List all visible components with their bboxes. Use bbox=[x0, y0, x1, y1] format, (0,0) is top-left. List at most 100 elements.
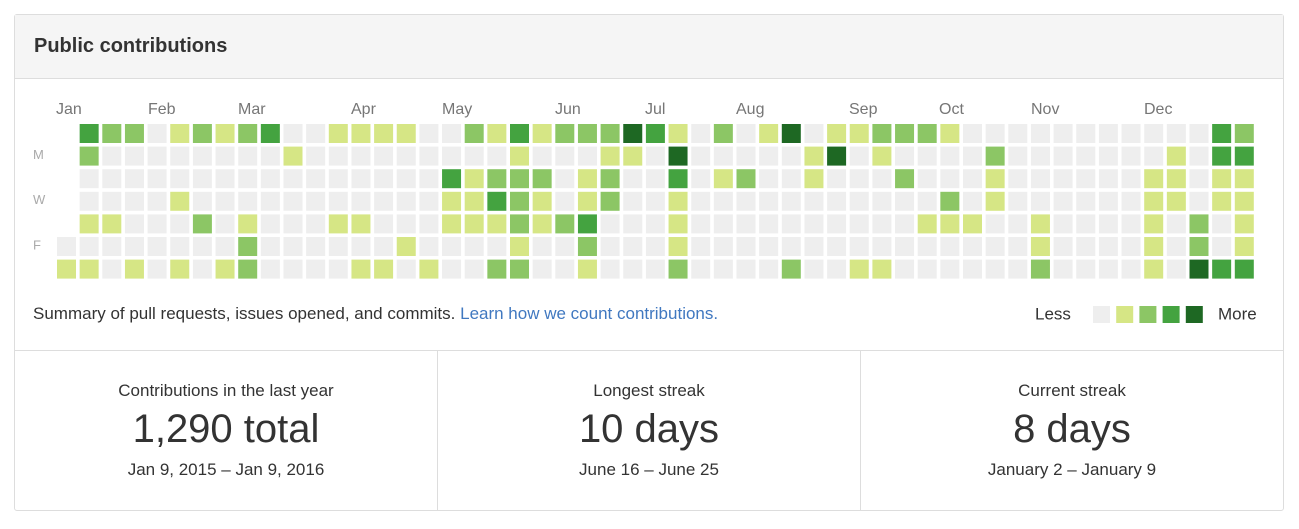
day-cell bbox=[328, 237, 348, 256]
day-cell bbox=[1076, 169, 1096, 189]
day-cell bbox=[215, 191, 235, 211]
day-cell bbox=[804, 169, 824, 189]
day-cell bbox=[917, 214, 937, 234]
day-cell bbox=[963, 237, 982, 256]
day-cell bbox=[102, 191, 122, 211]
day-cell bbox=[1212, 259, 1232, 279]
day-cell bbox=[713, 146, 733, 166]
day-cell bbox=[102, 237, 122, 256]
day-cell bbox=[668, 124, 688, 143]
day-cell bbox=[895, 191, 915, 211]
day-cell bbox=[124, 191, 144, 211]
day-cell bbox=[985, 124, 1005, 143]
day-cell bbox=[147, 259, 167, 279]
day-cell bbox=[555, 237, 575, 256]
day-cell bbox=[577, 214, 597, 234]
day-cell bbox=[1098, 191, 1118, 211]
day-cell bbox=[328, 259, 348, 279]
day-cell bbox=[1008, 237, 1028, 256]
day-cell bbox=[1053, 214, 1073, 234]
day-cell bbox=[532, 214, 552, 234]
day-cell bbox=[804, 146, 824, 166]
day-cell bbox=[668, 259, 688, 279]
day-cell bbox=[577, 191, 597, 211]
day-cell bbox=[238, 259, 258, 279]
day-cell bbox=[1234, 124, 1254, 143]
day-cell bbox=[170, 169, 190, 189]
month-label: Jul bbox=[645, 101, 665, 118]
day-cell bbox=[849, 237, 869, 256]
day-cell bbox=[600, 169, 620, 189]
month-label: Apr bbox=[351, 101, 377, 118]
day-cell bbox=[713, 169, 733, 189]
day-cell bbox=[1166, 191, 1186, 211]
day-cell bbox=[600, 191, 620, 211]
day-cell bbox=[963, 259, 982, 279]
day-cell bbox=[827, 146, 847, 166]
day-cell bbox=[215, 214, 235, 234]
day-cell bbox=[170, 237, 190, 256]
day-cell bbox=[419, 237, 439, 256]
stat: Longest streak 10 days June 16 – June 25 bbox=[437, 351, 860, 511]
day-cell bbox=[1076, 214, 1096, 234]
day-cell bbox=[1053, 259, 1073, 279]
day-cell bbox=[510, 237, 529, 256]
day-cell bbox=[1008, 214, 1028, 234]
day-cell bbox=[1121, 146, 1141, 166]
day-cell bbox=[306, 237, 326, 256]
day-cell bbox=[623, 169, 643, 189]
day-cell bbox=[328, 124, 348, 143]
day-cell bbox=[804, 259, 824, 279]
day-cell bbox=[487, 124, 507, 143]
day-cell bbox=[713, 259, 733, 279]
day-cell bbox=[1098, 169, 1118, 189]
day-cell bbox=[872, 259, 892, 279]
day-cell bbox=[555, 146, 575, 166]
day-cell bbox=[57, 259, 76, 279]
day-cell bbox=[736, 169, 756, 189]
day-cell bbox=[917, 191, 937, 211]
day-cell bbox=[510, 146, 529, 166]
day-cell bbox=[668, 169, 688, 189]
day-cell bbox=[124, 124, 144, 143]
month-label: Feb bbox=[148, 101, 176, 118]
day-cell bbox=[895, 214, 915, 234]
month-label: Oct bbox=[939, 101, 964, 118]
day-cell bbox=[1030, 124, 1050, 143]
day-cell bbox=[759, 146, 779, 166]
day-cell bbox=[510, 124, 529, 143]
day-cell bbox=[849, 146, 869, 166]
legend-swatch bbox=[1093, 306, 1110, 323]
day-cell bbox=[895, 124, 915, 143]
day-cell bbox=[623, 191, 643, 211]
learn-link[interactable]: Learn how we count contributions. bbox=[460, 304, 718, 323]
day-cell bbox=[781, 146, 801, 166]
day-cell bbox=[102, 259, 122, 279]
day-cell bbox=[487, 237, 507, 256]
stat-range: June 16 – June 25 bbox=[579, 460, 719, 479]
day-cell bbox=[1098, 214, 1118, 234]
day-cell bbox=[1098, 146, 1118, 166]
day-cell bbox=[396, 259, 416, 279]
day-cell bbox=[963, 191, 982, 211]
day-cell bbox=[419, 191, 439, 211]
day-cell bbox=[170, 214, 190, 234]
day-label: F bbox=[33, 237, 41, 252]
day-cell bbox=[1234, 169, 1254, 189]
day-cell bbox=[1121, 124, 1141, 143]
day-cell bbox=[623, 124, 643, 143]
day-cell bbox=[170, 146, 190, 166]
day-cell bbox=[985, 191, 1005, 211]
day-cell bbox=[147, 237, 167, 256]
day-cell bbox=[1076, 124, 1096, 143]
day-cell bbox=[464, 191, 484, 211]
day-cell bbox=[1098, 259, 1118, 279]
day-cell bbox=[238, 214, 258, 234]
day-cell bbox=[147, 169, 167, 189]
day-cell bbox=[736, 214, 756, 234]
stat: Current streak 8 days January 2 – January … bbox=[860, 351, 1283, 511]
day-cell bbox=[691, 259, 711, 279]
day-cell bbox=[260, 191, 280, 211]
day-cell bbox=[1030, 169, 1050, 189]
day-cell bbox=[645, 169, 665, 189]
